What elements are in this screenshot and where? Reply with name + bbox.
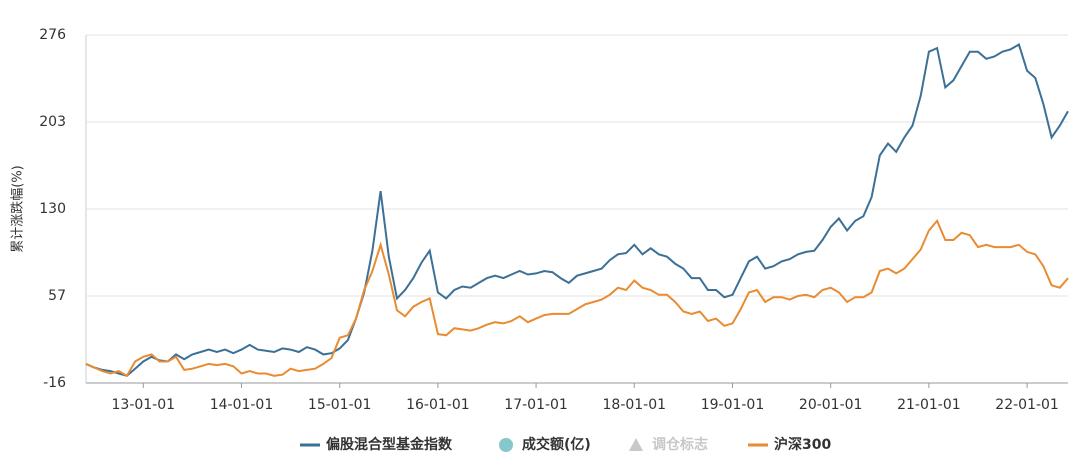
y-tick-label: 203 xyxy=(39,114,66,130)
x-tick-label: 13-01-01 xyxy=(112,397,176,413)
y-tick-label: 57 xyxy=(48,288,66,304)
x-tick-label: 20-01-01 xyxy=(799,397,863,413)
x-tick-label: 15-01-01 xyxy=(308,397,372,413)
legend-label: 成交额(亿) xyxy=(522,436,591,453)
series-line xyxy=(85,43,1069,377)
x-tick-label: 18-01-01 xyxy=(603,397,667,413)
legend-label: 沪深300 xyxy=(774,436,831,453)
y-tick-label: 276 xyxy=(39,27,66,43)
y-tick-label: 130 xyxy=(39,201,66,217)
legend-swatch xyxy=(629,438,643,451)
x-tick-label: 21-01-01 xyxy=(897,397,961,413)
legend-label: 偏股混合型基金指数 xyxy=(326,436,453,453)
x-tick-label: 19-01-01 xyxy=(701,397,765,413)
legend-label: 调仓标志 xyxy=(652,436,708,453)
y-axis-label: 累计涨跌幅(%) xyxy=(10,165,26,253)
y-tick-label: -16 xyxy=(43,375,66,391)
x-tick-label: 14-01-01 xyxy=(210,397,274,413)
legend-swatch xyxy=(499,438,513,452)
x-tick-label: 22-01-01 xyxy=(995,397,1059,413)
x-tick-label: 17-01-01 xyxy=(504,397,568,413)
series-line xyxy=(85,219,1069,378)
x-tick-label: 16-01-01 xyxy=(406,397,470,413)
